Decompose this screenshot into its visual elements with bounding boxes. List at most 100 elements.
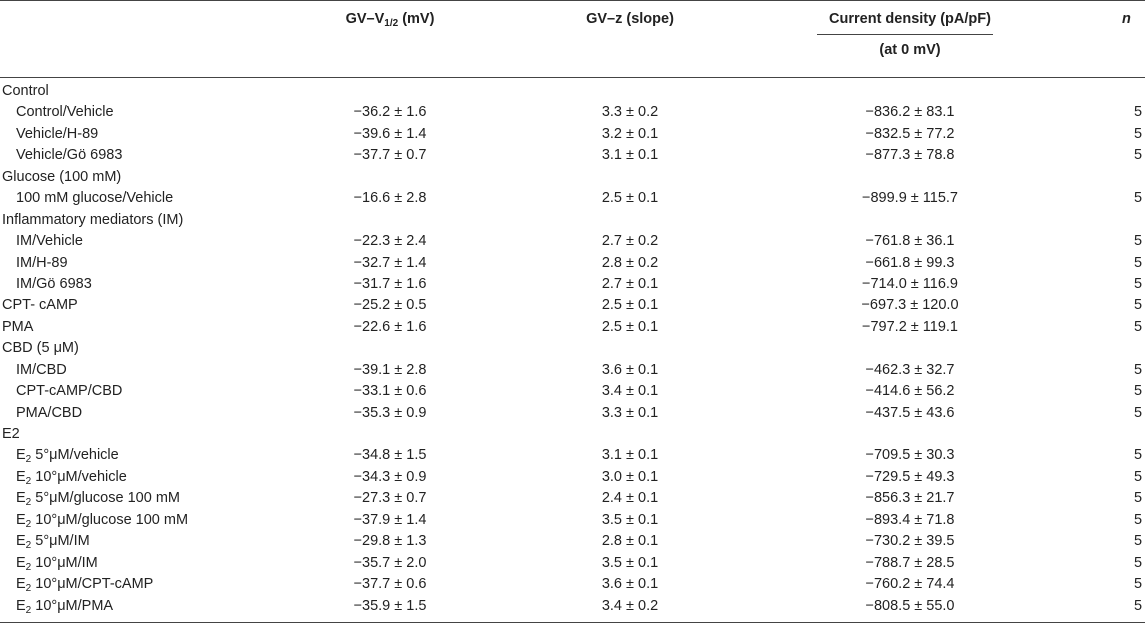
cell-gv-z: 3.5 ± 0.1 [601, 554, 659, 571]
table-row: E2 10°μM/PMA −35.9 ± 1.5 3.4 ± 0.2 −808.5 ±… [0, 596, 1145, 617]
table-row: CPT- cAMP −25.2 ± 0.5 2.5 ± 0.1 −697.3 ± 12… [0, 295, 1145, 316]
cell-gv-z: 2.5 ± 0.1 [601, 318, 659, 335]
cell-gv-z: 3.6 ± 0.1 [601, 361, 659, 378]
row-label: E2 10°μM/CPT-cAMP [16, 576, 154, 595]
cell-gv-z: 3.4 ± 0.2 [601, 597, 659, 614]
table-row: E2 10°μM/vehicle −34.3 ± 0.9 3.0 ± 0.1 −729… [0, 467, 1145, 488]
row-label: Vehicle/Gö 6983 [16, 147, 123, 164]
cell-gv-z: 2.5 ± 0.1 [601, 190, 659, 207]
cell-gv-v12: −32.7 ± 1.4 [353, 254, 427, 271]
row-label: E2 5°μM/glucose 100 mM [16, 490, 180, 509]
cell-current-density: −730.2 ± 39.5 [865, 533, 955, 550]
cell-gv-z: 3.3 ± 0.2 [601, 104, 659, 121]
table-top-rule [0, 0, 1145, 1]
cell-gv-z: 3.3 ± 0.1 [601, 404, 659, 421]
group-label: Glucose (100 mM) [2, 168, 122, 185]
cell-current-density: −899.9 ± 115.7 [862, 190, 958, 207]
cell-n: 5 [1134, 318, 1143, 335]
cell-current-density: −697.3 ± 120.0 [861, 297, 959, 314]
table-row: E2 5°μM/IM −29.8 ± 1.3 2.8 ± 0.1 −730.2 ± 3… [0, 531, 1145, 552]
group-label: Control [2, 83, 49, 99]
cell-gv-v12: −39.1 ± 2.8 [353, 361, 427, 378]
row-label: E2 5°μM/vehicle [16, 447, 119, 466]
cell-gv-z: 3.4 ± 0.1 [601, 383, 659, 400]
table-row: 100 mM glucose/Vehicle −16.6 ± 2.8 2.5 ± 0… [0, 188, 1145, 209]
row-label: IM/Vehicle [16, 233, 83, 250]
table-body: Control Control/Vehicle −36.2 ± 1.6 3.3 ± 0… [0, 81, 1145, 617]
cell-gv-z: 2.5 ± 0.1 [601, 297, 659, 314]
cell-gv-v12: −33.1 ± 0.6 [353, 383, 427, 400]
table-row: E2 5°μM/vehicle −34.8 ± 1.5 3.1 ± 0.1 −709.… [0, 445, 1145, 466]
cell-gv-v12: −37.9 ± 1.4 [353, 511, 427, 528]
cell-gv-v12: −36.2 ± 1.6 [353, 104, 427, 121]
row-label: IM/Gö 6983 [16, 275, 92, 292]
table-row: PMA −22.6 ± 1.6 2.5 ± 0.1 −797.2 ± 119.1 5 [0, 317, 1145, 338]
header-gv-v12: GV–V1/2 (mV) [345, 11, 435, 29]
cell-current-density: −760.2 ± 74.4 [865, 576, 955, 593]
group-row: Inflammatory mediators (IM) [0, 210, 1145, 231]
table-bottom-rule [0, 622, 1145, 623]
row-label: IM/H-89 [16, 254, 68, 271]
cell-n: 5 [1134, 297, 1143, 314]
cell-n: 5 [1134, 511, 1143, 528]
cell-n: 5 [1134, 190, 1143, 207]
table-row: Vehicle/H-89 −39.6 ± 1.4 3.2 ± 0.1 −832.5 ±… [0, 124, 1145, 145]
cell-gv-v12: −34.3 ± 0.9 [353, 468, 427, 485]
cell-current-density: −661.8 ± 99.3 [865, 254, 955, 271]
cell-current-density: −893.4 ± 71.8 [865, 511, 955, 528]
cell-gv-z: 3.0 ± 0.1 [601, 468, 659, 485]
row-label: E2 10°μM/PMA [16, 597, 114, 616]
cell-gv-v12: −39.6 ± 1.4 [353, 125, 427, 142]
cell-n: 5 [1134, 404, 1143, 421]
table-row: IM/CBD −39.1 ± 2.8 3.6 ± 0.1 −462.3 ± 32.7 5 [0, 360, 1145, 381]
header-rule [0, 77, 1145, 78]
row-label: E2 10°μM/IM [16, 554, 98, 573]
cell-n: 5 [1134, 576, 1143, 593]
table-row: PMA/CBD −35.3 ± 0.9 3.3 ± 0.1 −437.5 ± 43.6… [0, 403, 1145, 424]
table-row: Vehicle/Gö 6983 −37.7 ± 0.7 3.1 ± 0.1 −877.… [0, 145, 1145, 166]
cell-gv-v12: −37.7 ± 0.6 [353, 576, 427, 593]
cell-n: 5 [1134, 125, 1143, 142]
cell-current-density: −414.6 ± 56.2 [865, 383, 955, 400]
group-row: E2 [0, 424, 1145, 445]
header-current-underline [817, 34, 993, 35]
table-row: E2 10°μM/CPT-cAMP −37.7 ± 0.6 3.6 ± 0.1 −76… [0, 574, 1145, 595]
cell-current-density: −797.2 ± 119.1 [862, 318, 958, 335]
row-label: CPT-cAMP/CBD [16, 383, 123, 400]
table-row: Control/Vehicle −36.2 ± 1.6 3.3 ± 0.2 −836.… [0, 102, 1145, 123]
cell-n: 5 [1134, 361, 1143, 378]
row-label: Vehicle/H-89 [16, 125, 99, 142]
table-row: E2 10°μM/IM −35.7 ± 2.0 3.5 ± 0.1 −788.7 ± … [0, 553, 1145, 574]
cell-gv-v12: −31.7 ± 1.6 [353, 275, 427, 292]
group-row: Glucose (100 mM) [0, 167, 1145, 188]
cell-current-density: −788.7 ± 28.5 [865, 554, 955, 571]
cell-gv-z: 3.1 ± 0.1 [601, 147, 659, 164]
cell-gv-v12: −35.9 ± 1.5 [353, 597, 427, 614]
row-label: E2 10°μM/vehicle [16, 468, 127, 487]
cell-gv-z: 2.7 ± 0.1 [601, 275, 659, 292]
cell-gv-z: 3.1 ± 0.1 [601, 447, 659, 464]
table-row: IM/Vehicle −22.3 ± 2.4 2.7 ± 0.2 −761.8 ± 3… [0, 231, 1145, 252]
cell-gv-v12: −27.3 ± 0.7 [353, 490, 427, 507]
cell-n: 5 [1134, 147, 1143, 164]
header-gv-z: GV–z (slope) [586, 11, 674, 27]
cell-gv-z: 2.8 ± 0.1 [601, 533, 659, 550]
cell-gv-z: 3.2 ± 0.1 [601, 125, 659, 142]
table-row: IM/Gö 6983 −31.7 ± 1.6 2.7 ± 0.1 −714.0 ± 1… [0, 274, 1145, 295]
cell-gv-v12: −29.8 ± 1.3 [353, 533, 427, 550]
header-current-sublabel: (at 0 mV) [879, 42, 941, 58]
cell-current-density: −709.5 ± 30.3 [865, 447, 955, 464]
row-label: 100 mM glucose/Vehicle [16, 190, 174, 207]
cell-current-density: −808.5 ± 55.0 [865, 597, 955, 614]
cell-gv-v12: −34.8 ± 1.5 [353, 447, 427, 464]
cell-gv-v12: −22.6 ± 1.6 [353, 318, 427, 335]
group-row: Control [0, 81, 1145, 102]
group-label: CBD (5 μM) [2, 340, 79, 357]
group-label: E2 [2, 426, 20, 442]
header-n: n [1122, 11, 1131, 27]
row-label: E2 10°μM/glucose 100 mM [16, 511, 189, 530]
row-label: IM/CBD [16, 361, 67, 378]
cell-current-density: −714.0 ± 116.9 [862, 275, 958, 292]
table-row: CPT-cAMP/CBD −33.1 ± 0.6 3.4 ± 0.1 −414.6 ±… [0, 381, 1145, 402]
cell-gv-z: 2.4 ± 0.1 [601, 490, 659, 507]
